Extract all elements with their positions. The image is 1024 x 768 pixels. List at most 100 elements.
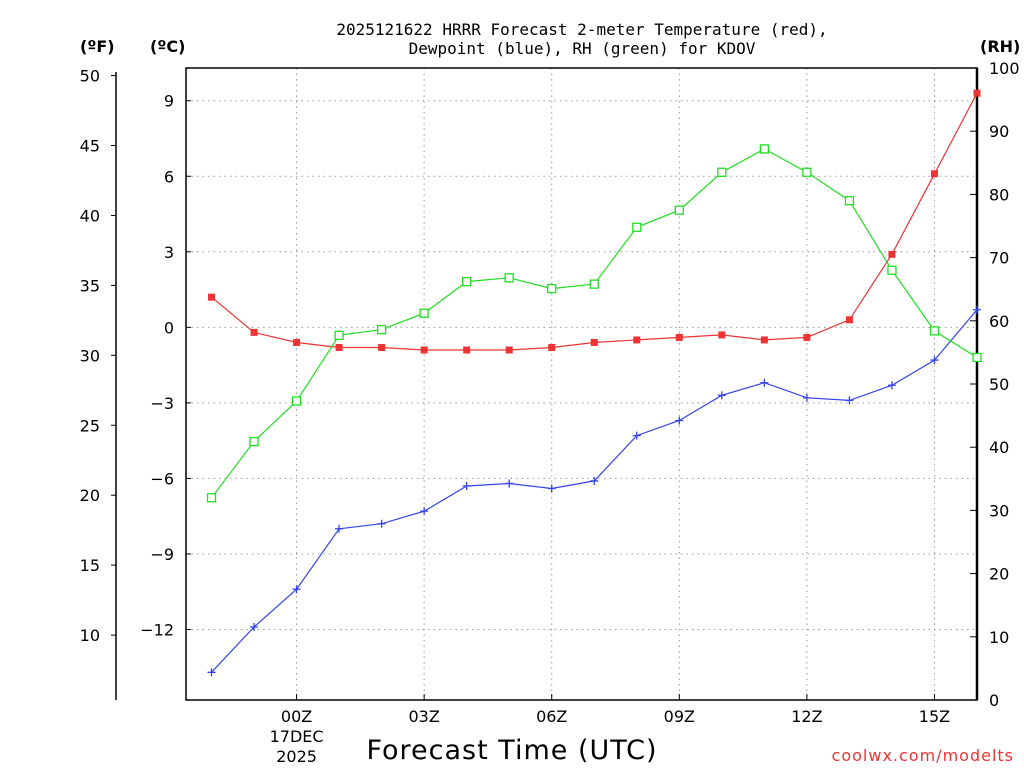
temperature-point-1 — [250, 328, 258, 336]
celsius-tick-label-4: −3 — [150, 394, 174, 413]
rh-point-3 — [334, 330, 344, 340]
celsius-tick-label-1: 6 — [164, 167, 174, 186]
rh-point-13 — [759, 144, 770, 154]
temperature-point-0 — [208, 293, 216, 301]
rh-point-17 — [929, 326, 940, 336]
rh-tick-label-5: 50 — [989, 375, 1009, 394]
rh-point-9 — [589, 279, 599, 289]
dewpoint-point-11 — [675, 416, 684, 425]
series-temperature — [208, 89, 981, 354]
dewpoint-point-9 — [590, 476, 599, 485]
dewpoint-point-13 — [760, 378, 769, 387]
chart-title-line1: 2025121622 HRRR Forecast 2-meter Tempera… — [336, 20, 827, 39]
data-series — [206, 89, 982, 677]
temperature-point-2 — [293, 338, 301, 346]
celsius-tick-label-5: −6 — [150, 469, 174, 488]
temperature-point-15 — [845, 316, 853, 324]
fahrenheit-tick-label-2: 40 — [80, 206, 100, 225]
x-axis-title: Forecast Time (UTC) — [366, 735, 657, 766]
rh-point-4 — [376, 324, 387, 335]
rh-tick-label-0: 100 — [989, 59, 1020, 78]
fahrenheit-tick-label-7: 15 — [80, 556, 100, 575]
celsius-tick-label-6: −9 — [150, 545, 174, 564]
dewpoint-line — [211, 309, 978, 673]
rh-point-0 — [206, 493, 217, 503]
rh-point-6 — [462, 276, 472, 287]
dewpoint-point-18 — [973, 305, 981, 314]
fahrenheit-tick-label-1: 45 — [80, 136, 100, 155]
rh-axis-unit: (RH) — [980, 37, 1020, 56]
temperature-point-5 — [420, 346, 428, 354]
rh-point-2 — [291, 396, 302, 406]
x-tick-label-1: 03Z — [408, 707, 439, 726]
dewpoint-point-7 — [505, 479, 514, 488]
temperature-point-16 — [888, 250, 896, 258]
rh-point-5 — [419, 308, 429, 318]
dewpoint-point-4 — [377, 519, 386, 528]
temperature-point-18 — [973, 89, 981, 97]
rh-tick-label-3: 70 — [989, 249, 1009, 268]
temperature-point-6 — [463, 346, 471, 354]
celsius-tick-label-3: 0 — [164, 318, 174, 337]
dewpoint-point-14 — [802, 393, 811, 402]
rh-point-12 — [717, 167, 727, 177]
temperature-point-12 — [718, 331, 726, 339]
celsius-tick-label-2: 3 — [164, 243, 174, 262]
temperature-point-3 — [335, 343, 343, 351]
temperature-point-7 — [505, 346, 513, 354]
rh-point-14 — [802, 167, 812, 177]
dewpoint-point-15 — [845, 396, 854, 405]
fahrenheit-tick-label-3: 35 — [80, 276, 100, 295]
fahrenheit-tick-label-0: 50 — [80, 67, 100, 86]
fahrenheit-tick-label-6: 20 — [80, 486, 100, 505]
plot-frame — [185, 67, 978, 701]
fahrenheit-tick-label-5: 25 — [80, 416, 100, 435]
rh-tick-label-4: 60 — [989, 312, 1009, 331]
x-tick-label-4: 12Z — [791, 707, 822, 726]
temperature-point-8 — [548, 343, 556, 351]
dewpoint-point-10 — [632, 431, 641, 440]
chart-title-line2: Dewpoint (blue), RH (green) for KDOV — [409, 39, 756, 58]
series-rh — [206, 144, 982, 503]
temperature-point-13 — [760, 336, 768, 344]
temperature-point-10 — [633, 336, 641, 344]
rh-point-18 — [972, 352, 982, 363]
x-tick-label-5: 15Z — [919, 707, 950, 726]
rh-tick-label-2: 80 — [989, 185, 1009, 204]
celsius-axis-unit: (ºC) — [150, 37, 185, 56]
celsius-tick-label-7: −12 — [140, 620, 174, 639]
rh-point-1 — [249, 436, 259, 447]
dewpoint-point-3 — [335, 524, 344, 533]
fahrenheit-tick-label-8: 10 — [80, 626, 100, 645]
dewpoint-point-1 — [250, 622, 259, 631]
x-tick-date-0: 17DEC — [270, 727, 324, 746]
rh-tick-label-9: 10 — [989, 628, 1009, 647]
rh-tick-label-7: 30 — [989, 501, 1009, 520]
rh-tick-label-1: 90 — [989, 122, 1009, 141]
dewpoint-point-0 — [207, 668, 216, 677]
temperature-point-9 — [590, 338, 598, 346]
dewpoint-point-8 — [547, 484, 556, 493]
x-tick-label-2: 06Z — [536, 707, 567, 726]
temperature-point-17 — [930, 170, 938, 178]
temperature-point-11 — [675, 333, 683, 341]
rh-line — [211, 148, 978, 499]
series-dewpoint — [207, 305, 981, 677]
credit-link[interactable]: coolwx.com/modelts — [832, 746, 1014, 765]
temperature-point-4 — [378, 343, 386, 351]
rh-point-7 — [504, 273, 514, 283]
fahrenheit-tick-label-4: 30 — [80, 346, 100, 365]
rh-point-16 — [887, 265, 897, 275]
dewpoint-point-6 — [462, 481, 471, 490]
rh-point-15 — [844, 196, 855, 206]
rh-tick-label-10: 0 — [989, 691, 999, 710]
dewpoint-point-2 — [292, 585, 301, 594]
temperature-point-14 — [803, 333, 811, 341]
gridlines — [186, 68, 977, 700]
rh-point-10 — [632, 222, 642, 232]
x-tick-year-0: 2025 — [276, 747, 317, 766]
rh-point-11 — [674, 205, 684, 215]
dewpoint-point-12 — [717, 391, 726, 400]
celsius-tick-label-0: 9 — [164, 92, 174, 111]
